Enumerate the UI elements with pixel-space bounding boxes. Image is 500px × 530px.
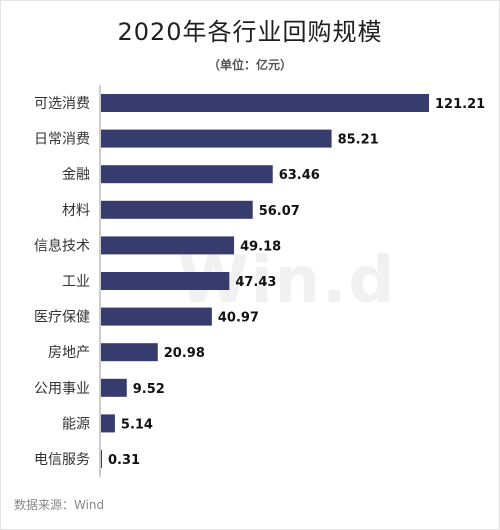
bar: [101, 414, 115, 433]
chart-title: 2020年各行业回购规模: [117, 18, 383, 46]
value-label: 20.98: [164, 346, 205, 361]
category-label: 金融: [62, 167, 90, 183]
value-label: 49.18: [240, 239, 281, 254]
value-label: 5.14: [121, 417, 153, 432]
bar: [101, 378, 127, 397]
bar: [101, 94, 429, 112]
chart-subtitle: （单位：亿元）: [207, 58, 292, 72]
bar: [101, 307, 212, 326]
value-label: 56.07: [259, 204, 300, 219]
category-label: 信息技术: [34, 237, 90, 254]
data-source-note: 数据来源：Wind: [14, 498, 105, 512]
value-label: 121.21: [435, 97, 485, 112]
bar: [101, 129, 332, 148]
bar: [101, 272, 230, 290]
value-label: 0.31: [108, 453, 140, 468]
bar: [101, 200, 253, 219]
value-label: 85.21: [338, 133, 379, 148]
category-label: 日常消费: [34, 132, 90, 148]
bar: [101, 343, 158, 362]
category-label: 工业: [62, 274, 90, 290]
category-label: 能源: [62, 416, 90, 432]
category-label: 可选消费: [34, 96, 90, 112]
value-label: 47.43: [235, 275, 276, 290]
value-label: 9.52: [133, 382, 165, 397]
category-label: 医疗保健: [34, 310, 90, 326]
value-label: 63.46: [279, 168, 320, 183]
value-label: 40.97: [218, 311, 259, 326]
category-label: 房地产: [48, 345, 90, 361]
category-label: 公用事业: [34, 381, 90, 397]
bar: [101, 165, 273, 184]
category-label: 材料: [62, 203, 90, 219]
bar: [101, 450, 102, 468]
bar: [101, 236, 235, 255]
category-label: 电信服务: [34, 452, 90, 468]
